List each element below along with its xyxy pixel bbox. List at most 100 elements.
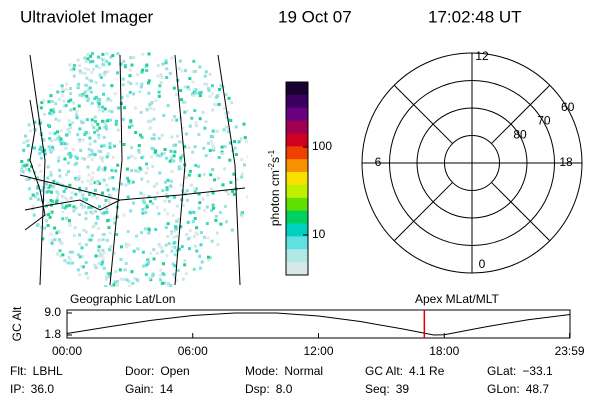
pixel [116,283,120,287]
pixel [160,152,164,156]
pixel [32,146,36,150]
pixel [136,247,140,251]
pixel [140,82,144,86]
pixel [135,82,139,86]
pixel [105,183,109,187]
pixel [23,164,27,168]
pixel [173,150,177,154]
pixel [40,101,44,105]
pixel [39,145,43,149]
mlt-label: 18 [559,155,573,169]
pixel [56,192,60,196]
pixel [55,196,59,200]
pixel [193,217,197,221]
pixel [183,101,187,105]
pixel [202,82,206,86]
pixel [53,138,57,142]
pixel [193,244,197,248]
pixel [94,95,98,99]
pixel [80,180,84,184]
pixel [89,54,93,58]
pixel [165,156,169,160]
pixel [115,188,119,192]
pixel [102,251,106,255]
pixel [38,121,42,125]
pixel [55,200,59,204]
pixel [83,72,87,76]
pixel [185,233,189,237]
pixel [173,229,177,233]
pixel [119,258,123,262]
pixel [97,104,101,108]
pixel [97,136,101,140]
pixel [62,104,66,108]
pixel [124,261,128,265]
pixel [130,146,134,150]
pixel [158,278,162,282]
pixel [174,225,178,229]
pixel [169,155,173,159]
pixel [132,56,136,60]
colorbar-frame [285,81,309,276]
pixel [165,195,169,199]
pixel [125,176,129,180]
pixel [29,196,33,200]
pixel [122,142,126,146]
pixel [227,117,231,121]
pixel [103,166,107,170]
pixel [215,231,219,235]
pixel [58,254,62,258]
pixel [107,226,111,230]
pixel [69,98,73,102]
pixel [192,267,196,271]
pixel [99,150,103,154]
pixel [90,79,94,83]
pixel [90,195,94,199]
pixel [72,74,76,78]
pixel [63,206,67,210]
pixel [48,184,52,188]
pixel [232,192,236,196]
pixel [35,176,39,180]
pixel [157,212,161,216]
pixel [244,139,248,143]
pixel [116,52,120,56]
pixel [147,79,151,83]
pixel [67,119,71,123]
pixel [47,201,51,205]
pixel [96,55,100,59]
pixel [198,65,202,69]
pixel [147,91,151,95]
pixel [201,197,205,201]
pixel [60,194,64,198]
pixel [220,145,224,149]
pixel [194,88,198,92]
pixel [101,260,105,264]
pixel [176,268,180,272]
pixel [20,167,24,171]
pixel [223,145,227,149]
pixel [146,81,150,85]
pixel [48,136,52,140]
pixel [115,279,119,283]
pixel [152,107,156,111]
pixel [101,119,105,123]
pixel [140,135,144,139]
pixel [65,173,69,177]
pixel [26,139,30,143]
pixel [83,157,87,161]
pixel [242,122,246,126]
pixel [139,191,143,195]
pixel [94,254,98,258]
pixel [214,214,218,218]
pixel [207,258,211,262]
pixel [67,261,71,265]
pixel [204,120,208,124]
pixel [139,168,143,172]
pixel [64,104,68,108]
pixel [91,171,95,175]
pixel [104,284,108,287]
pixel [188,77,192,81]
pixel [61,210,65,214]
info-value: 4.1 Re [409,364,445,378]
